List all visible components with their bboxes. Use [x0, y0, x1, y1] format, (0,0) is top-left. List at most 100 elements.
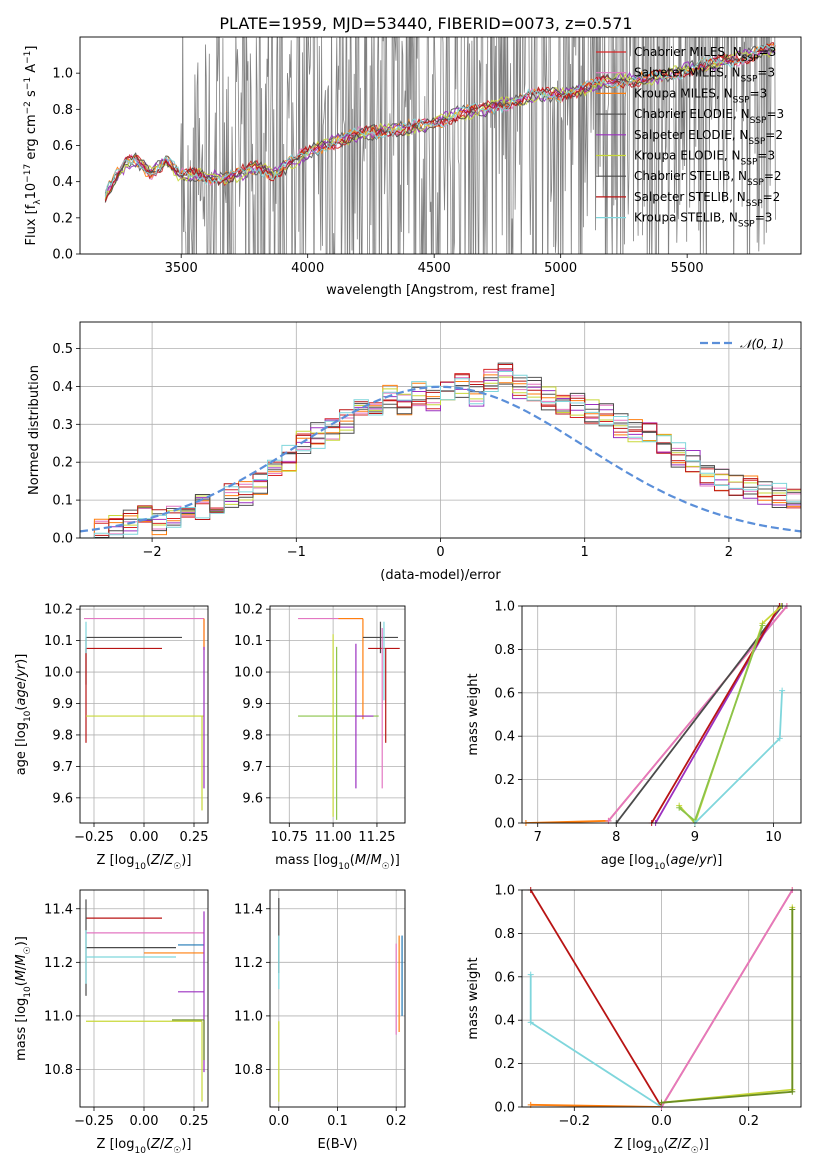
y-tick-label: 0.4 [52, 380, 73, 395]
panel-massweight_vs_age: 7 8 9 10 0.0 0.2 0.4 0.6 0.8 1.0 age [log10(age/yr… [466, 600, 802, 872]
y-tick-label: 10.8 [44, 1063, 73, 1078]
y-tick-label: 0.6 [52, 139, 73, 154]
panel-residuals: −2 −1 0 1 2 0.0 0.1 0.2 0.3 0.4 0.5 𝒩(0, 1) (data-mo… [27, 321, 802, 583]
model-spectrum-line [104, 46, 776, 200]
x-tick-label: −0.25 [74, 830, 114, 845]
y-tick-label: 0.5 [52, 342, 73, 357]
y-tick-label: 0.6 [494, 970, 515, 985]
y-tick-label: 9.9 [52, 697, 73, 712]
gaussian-curve [80, 385, 801, 533]
x-tick-label: 5000 [544, 261, 577, 276]
y-tick-label: 9.6 [242, 791, 263, 806]
mass-weight-marker [789, 1088, 796, 1095]
y-tick-label: 9.8 [52, 728, 73, 743]
panel-mass_vs_ebv: 0.0 0.1 0.2 10.8 11.0 11.2 11.4 [234, 889, 407, 1129]
y-axis-label: age [log10(age/yr)] [14, 654, 33, 776]
x-tick-label: −2 [143, 545, 162, 560]
y-tick-label: 10.8 [234, 1063, 263, 1078]
x-tick-label: 11.00 [315, 830, 352, 845]
y-tick-label: 0.0 [494, 817, 515, 832]
y-axis-label: mass weight [466, 957, 481, 1039]
x-tick-label: 0.0 [651, 1114, 672, 1129]
x-tick-label: 4500 [418, 261, 451, 276]
y-tick-label: 0.2 [494, 1057, 515, 1072]
y-tick-label: 0.4 [494, 730, 515, 745]
x-axis-label: wavelength [Angstrom, rest frame] [326, 283, 555, 298]
mass-weight-line [615, 606, 783, 823]
legend-entry: Salpeter STELIB, NSSP=2 [634, 190, 780, 209]
y-tick-label: 1.0 [494, 600, 515, 615]
y-tick-label: 0.4 [52, 175, 73, 190]
panels: 3500 4000 4500 5000 5500 0.0 0.2 0.4 0.6 0.8 1.0 wa… [14, 36, 802, 1156]
y-tick-label: 0.2 [52, 211, 73, 226]
axes-frame [79, 321, 802, 539]
mass-weight-marker [779, 687, 786, 694]
y-tick-label: 11.2 [234, 956, 263, 971]
x-tick-label: 11.25 [358, 830, 395, 845]
y-tick-label: 0.8 [494, 643, 515, 658]
panel-spectrum: 3500 4000 4500 5000 5500 0.0 0.2 0.4 0.6 0.8 1.0 wa… [23, 36, 802, 298]
x-tick-label: 0.00 [130, 830, 159, 845]
mass-weight-line [525, 606, 788, 823]
y-tick-label: 0.3 [52, 418, 73, 433]
mass-weight-marker [776, 735, 783, 742]
x-axis-label: Z [log10(Z/Z☉)] [97, 1137, 192, 1156]
panel-mass_vs_Z: −0.25 0.00 0.25 10.8 11.0 11.2 11.4 Z [log10(Z/… [14, 889, 209, 1156]
axes-frame [521, 889, 802, 1108]
mass-weight-marker [789, 906, 796, 913]
legend-entry: Kroupa STELIB, NSSP=3 [634, 211, 772, 230]
errorbar-point [85, 647, 162, 743]
x-tick-label: 1 [581, 545, 589, 560]
y-tick-label: 0.1 [52, 494, 73, 509]
x-tick-label: 9 [691, 830, 699, 845]
y-tick-label: 0.0 [52, 248, 73, 263]
x-tick-label: 8 [612, 830, 620, 845]
legend-entry: Kroupa MILES, NSSP=3 [634, 86, 767, 105]
mass-weight-marker [527, 971, 534, 978]
mass-weight-line [529, 974, 662, 1107]
x-tick-label: 0.25 [180, 830, 209, 845]
x-tick-label: 0.2 [738, 1114, 759, 1129]
mass-weight-line [694, 690, 783, 823]
x-tick-label: 0.25 [180, 1114, 209, 1129]
mass-weight-line [650, 606, 781, 823]
x-tick-label: 0.1 [327, 1114, 348, 1129]
x-tick-label: 7 [534, 830, 542, 845]
legend-entry: Kroupa ELODIE, NSSP=3 [634, 149, 775, 168]
errorbar-point [85, 636, 182, 685]
x-axis-label: mass [log10(M/M☉)] [275, 853, 400, 872]
x-tick-label: −0.25 [74, 1114, 114, 1129]
axes-frame [79, 36, 802, 255]
errorbar-point [172, 1019, 205, 1061]
x-axis-label: (data-model)/error [380, 568, 501, 583]
x-tick-label: 3500 [165, 261, 198, 276]
observed-spectrum [104, 37, 776, 254]
errorbar-point [86, 1020, 203, 1102]
x-tick-label: 4000 [291, 261, 324, 276]
panel-age_vs_mass: 10.75 11.00 11.25 9.6 9.7 9.8 9.9 10.0 10.1 10.2 m… [234, 603, 406, 872]
y-tick-label: 0.0 [494, 1101, 515, 1116]
y-tick-label: 9.7 [52, 760, 73, 775]
legend-gauss-label: 𝒩(0, 1) [740, 337, 784, 351]
mass-weight-marker [658, 1099, 665, 1106]
y-tick-label: 10.2 [234, 603, 263, 618]
y-tick-label: 0.2 [494, 773, 515, 788]
errorbar-point [178, 911, 205, 1073]
y-tick-label: 9.7 [242, 760, 263, 775]
y-tick-label: 10.0 [44, 666, 73, 681]
x-tick-label: 0.2 [386, 1114, 407, 1129]
x-tick-label: 10 [765, 830, 782, 845]
legend-entry: Chabrier ELODIE, NSSP=3 [634, 107, 784, 126]
x-axis-label: Z [log10(Z/Z☉)] [97, 853, 192, 872]
panel-massweight_vs_Z: −0.2 0.0 0.2 0.0 0.2 0.4 0.6 0.8 1.0 Z [log10(Z/Z… [466, 884, 802, 1156]
axes-frame [269, 605, 406, 824]
model-spectrum-line [104, 48, 776, 196]
x-tick-label: 5500 [671, 261, 704, 276]
x-axis-label: Z [log10(Z/Z☉)] [614, 1137, 709, 1156]
y-tick-label: 10.1 [44, 634, 73, 649]
x-axis-label: age [log10(age/yr)] [601, 853, 723, 872]
y-tick-label: 10.0 [234, 666, 263, 681]
y-tick-label: 9.9 [242, 697, 263, 712]
y-tick-label: 10.1 [234, 634, 263, 649]
